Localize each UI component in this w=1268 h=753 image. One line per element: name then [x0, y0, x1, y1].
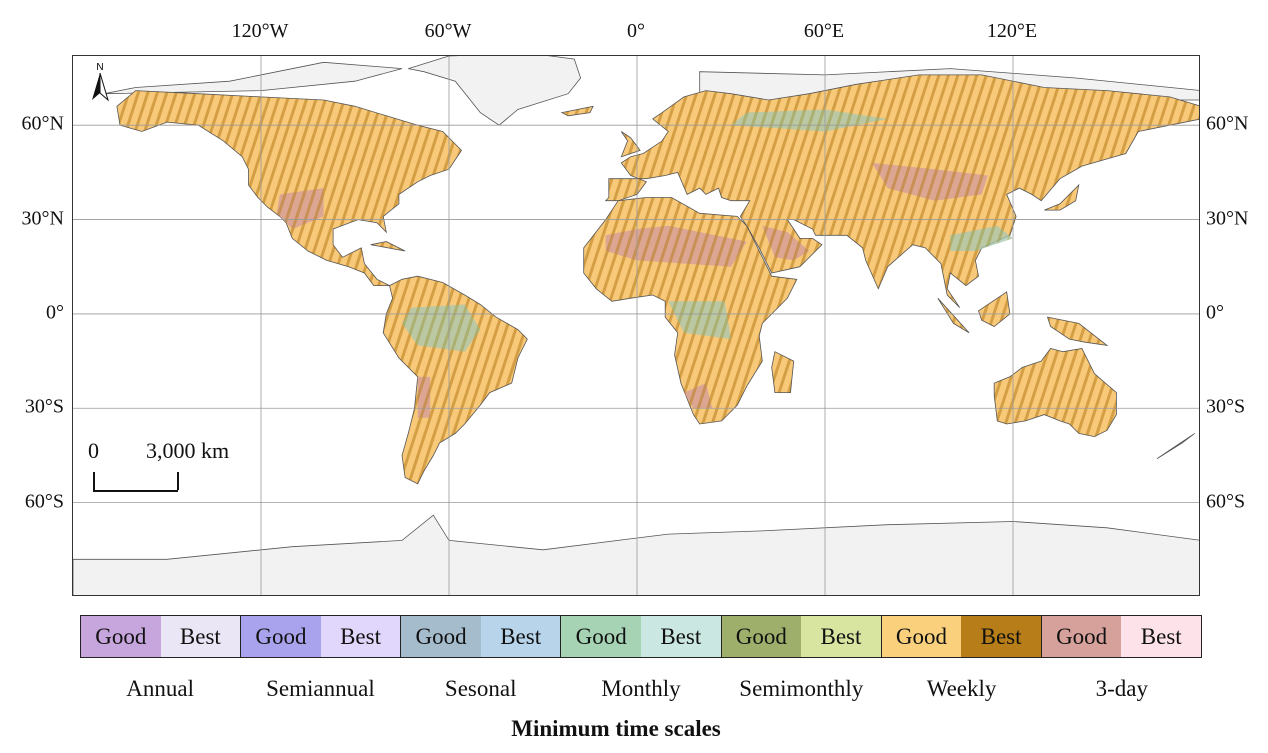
land-region [872, 162, 988, 201]
legend-swatch: Good [401, 616, 481, 657]
land-region [276, 188, 324, 229]
time-scale-name: Annual [126, 676, 194, 701]
legend-swatch: Good [81, 616, 161, 657]
latitude-label: 30°N [1206, 207, 1249, 230]
legend-swatch: Best [1121, 616, 1201, 657]
map-frame [72, 55, 1200, 596]
latitude-label: 0° [46, 301, 64, 324]
time-scale-name: Semiannual [266, 676, 375, 701]
land-region [731, 109, 888, 132]
legend-swatch: Best [160, 616, 241, 657]
land-region [937, 297, 970, 334]
land-region [1044, 183, 1080, 211]
longitude-label: 120°W [231, 20, 289, 42]
legend-swatch: Good [721, 616, 802, 657]
longitude-label: 60°E [803, 20, 845, 42]
legend-title: Minimum time scales [511, 716, 721, 741]
land-region [1156, 433, 1195, 459]
land-region [668, 301, 731, 340]
land-region [762, 225, 810, 261]
scale-bar-distance: 3,000 km [146, 438, 230, 463]
latitude-label: 0° [1206, 301, 1224, 324]
legend-swatch: Best [480, 616, 561, 657]
legend-group: Good Best [401, 616, 562, 657]
legend-group: Good Best [881, 616, 1042, 657]
longitude-label: 120°E [986, 20, 1038, 42]
legend-group: Good Best [1041, 616, 1201, 657]
legend-swatch: Best [641, 616, 721, 657]
legend-group: Good Best [81, 616, 242, 657]
legend-time-scale-names: Annual Semiannual Sesonal Monthly Semimonthl… [80, 676, 1202, 702]
time-scale-name: Sesonal [444, 676, 517, 701]
world-map [73, 56, 1199, 595]
latitude-label: 30°S [24, 395, 64, 418]
latitude-label: 60°N [1206, 112, 1249, 135]
legend-group: Good Best [561, 616, 722, 657]
land-region [104, 61, 403, 95]
latitude-label: 60°N [21, 112, 64, 135]
land-region [684, 383, 713, 409]
time-scale-name: Weekly [926, 676, 997, 701]
legend-swatch: Good [1041, 616, 1122, 657]
land-region [116, 90, 463, 287]
legend-swatch: Best [801, 616, 881, 657]
land-region [950, 225, 1013, 251]
latitude-label: 60°S [1206, 490, 1246, 513]
legend-swatch: Best [961, 616, 1041, 657]
land-region [560, 105, 594, 117]
legend-group: Good Best [721, 616, 882, 657]
land-region [771, 351, 795, 394]
land-region [417, 376, 431, 418]
latitude-label: 30°N [21, 207, 64, 230]
legend-swatch: Best [320, 616, 401, 657]
land-region [978, 291, 1011, 327]
legend: Good Best Good Best Good Best Good Best Good Best… [80, 615, 1202, 658]
legend-swatch: Good [881, 616, 962, 657]
legend-swatch: Good [561, 616, 641, 657]
latitude-label: 30°S [1206, 395, 1246, 418]
land-region [993, 348, 1117, 438]
time-scale-name: Monthly [601, 676, 681, 701]
legend-group: Good Best [241, 616, 402, 657]
land-region [605, 225, 747, 267]
time-scale-name: 3-day [1095, 676, 1149, 701]
land-region [370, 241, 406, 252]
land-region [408, 56, 582, 126]
time-scale-name: Semimonthly [739, 676, 864, 701]
land-region [73, 514, 1199, 595]
scale-bar: 0 3,000 km [86, 438, 261, 498]
land-region [402, 304, 481, 352]
land-region [1046, 316, 1109, 347]
longitude-label: 0° [627, 20, 645, 42]
north-arrow-letter: N [96, 62, 103, 73]
north-arrow-icon: N [92, 62, 109, 102]
scale-bar-zero: 0 [88, 438, 99, 463]
longitude-label: 60°W [424, 20, 472, 42]
latitude-label: 60°S [24, 490, 64, 513]
legend-swatch: Good [241, 616, 321, 657]
